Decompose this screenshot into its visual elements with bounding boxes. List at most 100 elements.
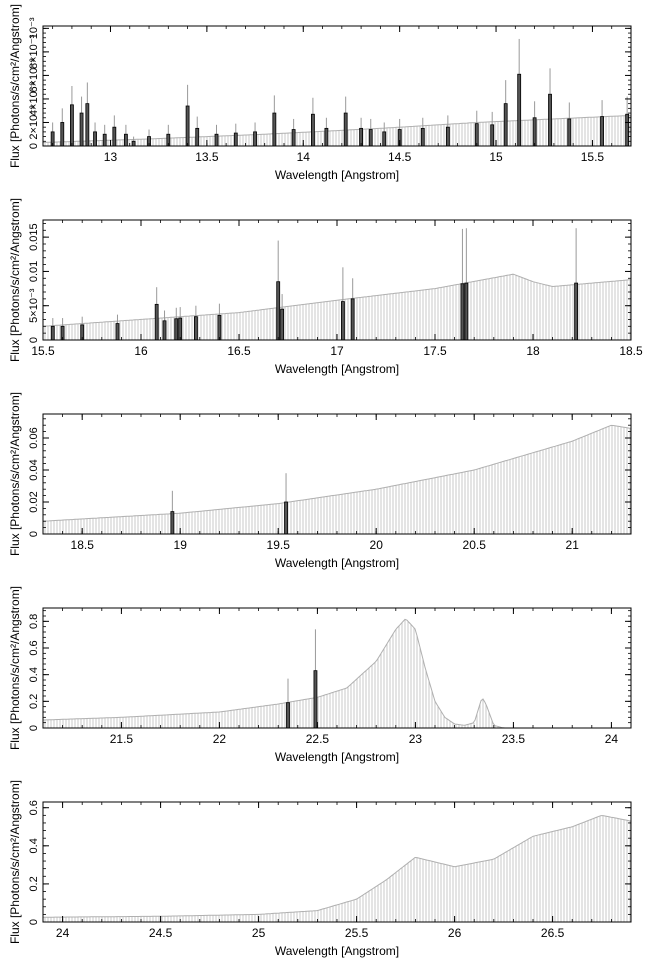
data-bin xyxy=(503,103,508,147)
data-bin xyxy=(170,511,175,535)
x-tick-label: 20 xyxy=(370,538,384,552)
y-tick-label: 0 xyxy=(28,725,40,731)
data-bin xyxy=(600,116,604,147)
data-bin xyxy=(115,323,120,341)
x-tick-label: 18 xyxy=(526,344,540,358)
x-tick-label: 26 xyxy=(448,926,462,940)
y-tick-label: 0.2 xyxy=(28,694,40,709)
y-tick-label: 0.4 xyxy=(28,838,40,853)
data-bin xyxy=(340,301,345,341)
data-bin xyxy=(368,129,373,147)
data-bin xyxy=(131,140,136,147)
x-tick-label: 25 xyxy=(252,926,266,940)
x-tick-label: 17.5 xyxy=(423,344,447,358)
model-line xyxy=(42,424,632,522)
data-bin xyxy=(286,702,290,729)
x-tick-label: 22 xyxy=(213,732,227,746)
x-tick-label: 19.5 xyxy=(267,538,291,552)
y-tick-label: 0 xyxy=(28,337,40,343)
y-tick-label: 0.06 xyxy=(28,427,40,448)
x-tick-label: 15.5 xyxy=(581,150,605,164)
y-tick-label: 0.01 xyxy=(28,261,40,282)
x-axis: 24 24.5 25 25.5 26 26.5 Wavelength [Angstrom] xyxy=(42,802,632,958)
data-bin xyxy=(284,501,288,535)
data-bin xyxy=(233,132,238,147)
data-bin xyxy=(490,124,495,147)
y-axis: 0 0.02 0.04 0.06 Flux [Photons/s/cm²/Angstro… xyxy=(8,392,631,556)
x-tick-label: 14.5 xyxy=(388,150,412,164)
y-tick-label: 10⁻³ xyxy=(28,17,40,39)
data-bin xyxy=(311,113,315,147)
x-axis-label: Wavelength [Angstrom] xyxy=(275,750,399,764)
data-bin xyxy=(217,314,222,341)
data-bin xyxy=(214,133,219,147)
y-axis-label: Flux [Photons/s/cm²/Angstrom] xyxy=(8,586,22,750)
spectrum-panel-2: 15.5 16 16.5 17 17.5 18 18.5 Wavelength [Angstr… xyxy=(8,198,643,376)
y-tick-label: 0.6 xyxy=(28,800,40,815)
data-bin xyxy=(272,112,277,147)
y-axis: 0 5×10⁻³ 0.01 0.015 Flux [Photons/s/cm²/Angs… xyxy=(8,198,631,362)
data-bin xyxy=(460,283,465,341)
y-axis-label: Flux [Photons/s/cm²/Angstrom] xyxy=(8,392,22,556)
data-bin xyxy=(195,127,200,147)
y-axis-label: Flux [Photons/s/cm²/Angstrom] xyxy=(8,4,22,168)
x-tick-label: 14 xyxy=(297,150,311,164)
x-tick-label: 19 xyxy=(174,538,188,552)
plot-frame xyxy=(42,25,632,147)
data-bin xyxy=(85,103,90,147)
data-bin xyxy=(50,325,55,341)
y-tick-label: 0.4 xyxy=(28,667,40,682)
y-tick-label: 5×10⁻³ xyxy=(28,288,40,323)
data-bin xyxy=(60,122,65,147)
y-axis-label: Flux [Photons/s/cm²/Angstrom] xyxy=(8,198,22,362)
x-axis-label: Wavelength [Angstrom] xyxy=(275,362,399,376)
data-bin xyxy=(185,105,190,147)
data-bin xyxy=(112,126,117,147)
data-series xyxy=(50,228,579,341)
x-axis: 21.5 22 22.5 23 23.5 24 Wavelength [Angstrom] xyxy=(42,608,632,764)
x-tick-label: 16 xyxy=(134,344,148,358)
x-tick-label: 23.5 xyxy=(502,732,526,746)
y-axis: 0 0.2 0.4 0.6 Flux [Photons/s/cm²/Angstrom] xyxy=(8,780,631,944)
x-tick-label: 24 xyxy=(56,926,70,940)
data-bin xyxy=(350,298,355,341)
data-bin xyxy=(343,112,348,147)
data-bin xyxy=(445,126,450,147)
data-bin xyxy=(162,320,167,341)
y-tick-label: 0 xyxy=(28,919,40,925)
x-tick-label: 18.5 xyxy=(71,538,95,552)
x-tick-label: 21.5 xyxy=(110,732,134,746)
data-bin xyxy=(574,282,579,341)
y-tick-label: 0.8 xyxy=(28,614,40,629)
x-tick-label: 25.5 xyxy=(345,926,369,940)
data-bin xyxy=(174,318,179,341)
data-bin xyxy=(193,316,198,341)
x-tick-label: 24 xyxy=(605,732,619,746)
data-bin xyxy=(154,303,159,341)
data-bin xyxy=(313,670,318,729)
x-tick-label: 15.5 xyxy=(31,344,55,358)
x-tick-label: 13.5 xyxy=(195,150,219,164)
x-axis-label: Wavelength [Angstrom] xyxy=(275,944,399,958)
y-tick-label: 0.02 xyxy=(28,491,40,512)
x-axis: 18.5 19 19.5 20 20.5 21 Wavelength [Angstrom] xyxy=(42,414,632,570)
model-line xyxy=(43,815,632,918)
x-axis-label: Wavelength [Angstrom] xyxy=(275,168,399,182)
y-tick-label: 4×10⁻³ xyxy=(28,81,40,116)
data-bin xyxy=(123,133,128,147)
y-tick-label: 0 xyxy=(28,531,40,537)
y-tick-label: 2×10⁻³ xyxy=(28,105,40,140)
x-axis: 15.5 16 16.5 17 17.5 18 18.5 Wavelength [Angstr… xyxy=(31,220,643,376)
data-bin xyxy=(532,117,537,147)
y-tick-label: 0.2 xyxy=(28,876,40,891)
data-bin xyxy=(280,308,285,341)
data-bin xyxy=(548,93,552,147)
y-tick-label: 0.04 xyxy=(28,459,40,480)
data-bin xyxy=(178,317,183,341)
data-bin xyxy=(324,127,329,147)
data-bin xyxy=(253,131,257,147)
